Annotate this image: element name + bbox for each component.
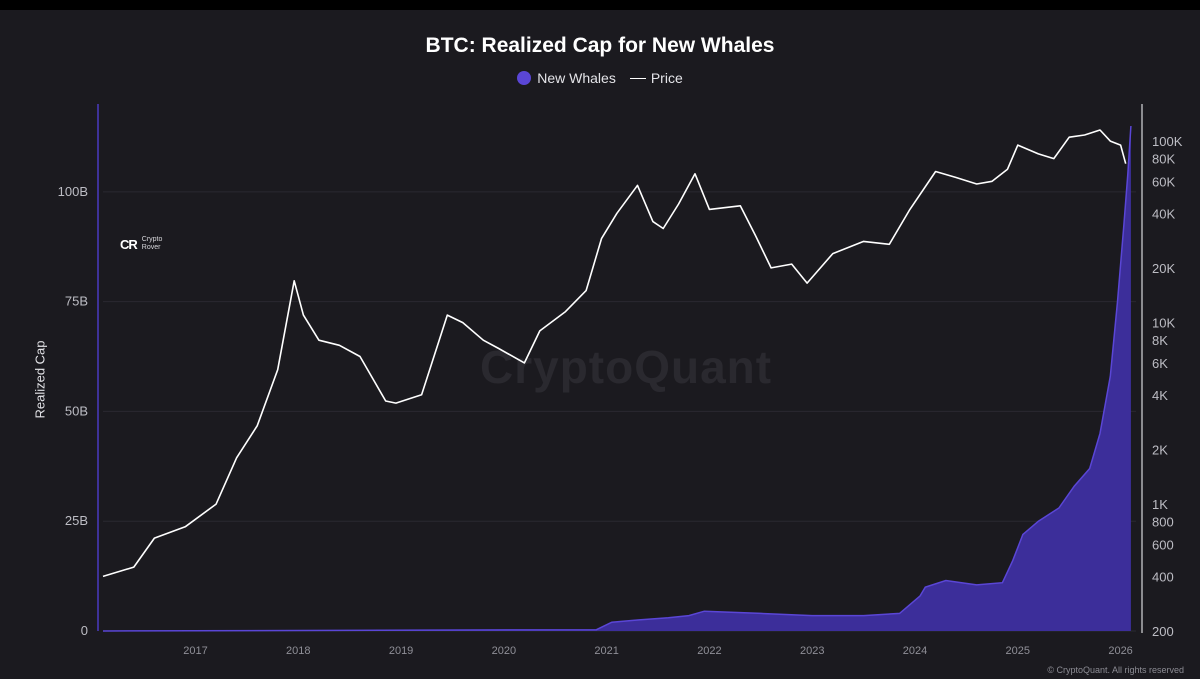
top-edge-bar: [0, 0, 1200, 10]
y-tick-label-25B: 25B: [65, 513, 88, 528]
x-tick-label-2021: 2021: [594, 645, 618, 657]
x-tick-label-2025: 2025: [1006, 645, 1030, 657]
x-tick-label-2019: 2019: [389, 645, 413, 657]
x-tick-label-2020: 2020: [492, 645, 516, 657]
y-right-tick-label-2K: 2K: [1152, 442, 1168, 457]
y-right-tick-label-60K: 60K: [1152, 174, 1175, 189]
y-right-tick-label-400: 400: [1152, 569, 1174, 584]
x-tick-label-2022: 2022: [697, 645, 721, 657]
x-tick-label-2026: 2026: [1108, 645, 1132, 657]
brand-logo-mark: CR: [120, 236, 138, 252]
y-tick-label-75B: 75B: [65, 294, 88, 309]
brand-logo-text: Crypto Rover: [142, 236, 163, 252]
legend-price-swatch: [629, 77, 646, 79]
y-right-tick-label-40K: 40K: [1152, 206, 1175, 221]
copyright-note: © CryptoQuant. All rights reserved: [1047, 665, 1184, 675]
new-whales-area: [103, 126, 1131, 631]
x-tick-label-2018: 2018: [286, 645, 310, 657]
y-right-tick-label-800: 800: [1152, 515, 1174, 530]
y-right-tick-label-1K: 1K: [1152, 497, 1168, 512]
legend-whales-label[interactable]: New Whales: [537, 70, 616, 87]
y-right-tick-label-4K: 4K: [1152, 388, 1168, 403]
y-right-tick-label-80K: 80K: [1152, 152, 1175, 167]
y-right-tick-label-10K: 10K: [1152, 316, 1175, 331]
y-right-tick-label-20K: 20K: [1152, 261, 1175, 276]
brand-logo: CR Crypto Rover: [120, 236, 162, 252]
chart-legend: New Whales Price: [0, 69, 1200, 86]
y-right-tick-label-8K: 8K: [1152, 333, 1168, 348]
x-tick-label-2017: 2017: [183, 645, 207, 657]
y-tick-label-50B: 50B: [65, 403, 88, 418]
brand-logo-line2: Rover: [141, 244, 161, 251]
y-right-tick-label-6K: 6K: [1152, 356, 1168, 371]
legend-price-label[interactable]: Price: [650, 70, 683, 87]
legend-whales-swatch: [517, 71, 532, 86]
chart-title: BTC: Realized Cap for New Whales: [425, 34, 775, 57]
y-right-tick-label-600: 600: [1152, 537, 1174, 552]
y-tick-label-0: 0: [81, 623, 88, 638]
brand-logo-line1: Crypto: [141, 236, 163, 243]
watermark: CryptoQuant: [480, 341, 773, 393]
x-tick-label-2023: 2023: [800, 645, 824, 657]
y-right-tick-label-100K: 100K: [1152, 134, 1183, 149]
price-line: [102, 129, 1127, 578]
y-right-tick-label-200: 200: [1152, 624, 1174, 639]
new-whales-line: [102, 125, 1132, 632]
x-tick-label-2024: 2024: [903, 645, 927, 657]
y-tick-label-100B: 100B: [58, 184, 88, 199]
